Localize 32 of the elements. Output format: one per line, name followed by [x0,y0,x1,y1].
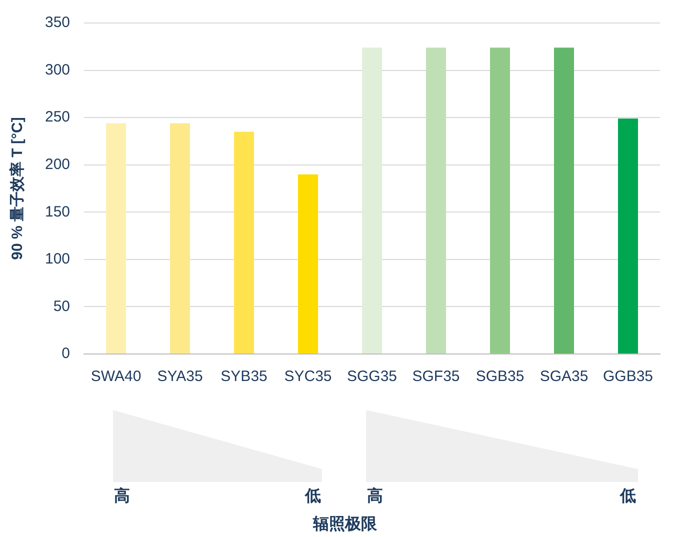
x-tick-label: SGF35 [412,368,460,386]
y-tick-label: 100 [44,250,70,268]
x-tick-label: SYC35 [284,368,332,386]
text: 高 [367,486,383,507]
y-tick-label: 300 [44,61,70,78]
y-tick-label: 250 [44,108,70,126]
bar [618,118,638,354]
bar [170,123,190,354]
text: 高 [114,486,130,507]
x-tick-label: SGG35 [347,368,398,386]
text: 辐照极限 [313,514,377,535]
bar [234,132,254,354]
text: 低 [305,486,321,507]
x-tick-label: SYB35 [220,368,268,386]
y-tick-label: 200 [44,156,70,173]
bar [426,48,446,354]
bar [554,48,574,354]
y-tick-label: 150 [44,203,70,220]
x-tick-label: SWA40 [90,368,142,386]
y-tick-label: 350 [44,14,70,32]
y-tick-label: 0 [62,345,70,362]
bar [362,48,382,354]
y-tick-label: 50 [53,298,70,315]
text: 低 [620,486,636,507]
x-tick-label: SGB35 [476,368,524,386]
x-tick-label: SGA35 [540,368,588,386]
y-axis-title: 90 % 量子效率 T [°C] [8,117,26,260]
bar [490,48,510,354]
bar [298,174,318,354]
x-tick-label: SYA35 [157,368,203,386]
x-tick-label: GGB35 [602,368,654,386]
bar [106,123,126,354]
